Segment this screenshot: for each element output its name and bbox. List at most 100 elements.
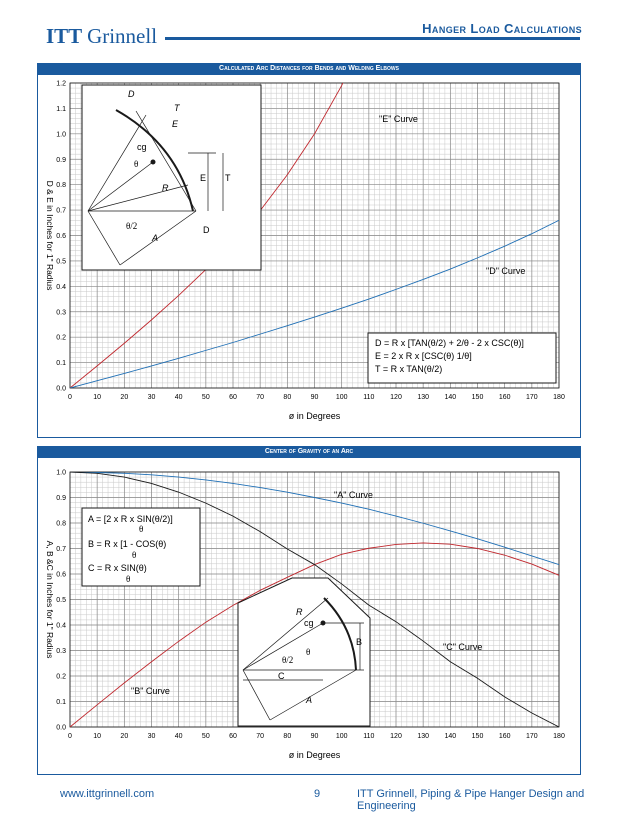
- inset2-label-r: R: [296, 607, 303, 617]
- x-tick-label: 20: [120, 394, 128, 401]
- brand-sub: Grinnell: [87, 24, 158, 48]
- x-tick-label: 60: [229, 394, 237, 401]
- formula-b-denominator: θ: [132, 550, 136, 560]
- inset2-label-a: A: [305, 695, 312, 705]
- formula-a-denominator: θ: [139, 524, 143, 534]
- x-tick-label: 150: [472, 394, 484, 401]
- x-axis-label: ø in Degrees: [289, 411, 341, 421]
- y-tick-label: 0.0: [56, 725, 66, 732]
- x-tick-label: 120: [390, 733, 402, 740]
- inset-radius-r: [87, 184, 189, 212]
- y-tick-label: 0.1: [56, 699, 66, 706]
- inset-tangent: [135, 110, 197, 212]
- inset-label-t-dim: T: [225, 173, 231, 183]
- plot-frame: [69, 471, 560, 728]
- x-tick-label: 170: [526, 394, 538, 401]
- series-group: [70, 472, 559, 727]
- b-curve-label: "B" Curve: [131, 686, 170, 696]
- x-tick-label: 100: [336, 733, 348, 740]
- footer-publication: ITT Grinnell, Piping & Pipe Hanger Desig…: [357, 788, 585, 812]
- x-tick-label: 90: [311, 394, 319, 401]
- header-rule: [165, 37, 580, 40]
- inset-diagram-2: Rcg θ θ/2 B C A: [237, 577, 371, 727]
- inset-radius-top: [87, 114, 147, 212]
- x-tick-label: 170: [526, 733, 538, 740]
- inset-label-half-theta: θ/2: [126, 221, 137, 231]
- inset-radius-cg: [87, 161, 154, 212]
- y-tick-label: 0.9: [56, 157, 66, 164]
- inset2-label-cg: cg: [304, 618, 314, 628]
- y-tick-label: 0.6: [56, 572, 66, 579]
- y-tick-label: 0.4: [56, 284, 66, 291]
- x-tick-label: 0: [68, 394, 72, 401]
- chart2-svg: 0 10 20 30 40 50 60 70 80 90 100 110 120 130 140 150 160…: [45, 470, 565, 761]
- x-tick-label: 0: [68, 733, 72, 740]
- inset2-line-a: [242, 669, 271, 721]
- y-tick-label: 0.6: [56, 233, 66, 240]
- y-tick-label: 0.5: [56, 258, 66, 265]
- x-tick-label: 80: [283, 394, 291, 401]
- x-tick-label: 30: [148, 394, 156, 401]
- x-tick-label: 40: [175, 733, 183, 740]
- series-line: [70, 472, 559, 727]
- y-tick-label: 0.3: [56, 648, 66, 655]
- x-tick-label: 140: [444, 733, 456, 740]
- inset-label-d-dim: D: [203, 225, 210, 235]
- formula-b: B = R x [1 - COS(θ): [88, 539, 166, 549]
- x-tick-label: 10: [93, 394, 101, 401]
- inset-label-e-dim: E: [200, 173, 206, 183]
- inset-line-a2: [119, 210, 197, 266]
- x-tick-label: 20: [120, 733, 128, 740]
- x-tick-label: 70: [256, 733, 264, 740]
- y-tick-label: 1.0: [56, 470, 66, 477]
- inset-label-d: D: [128, 89, 135, 99]
- x-tick-label: 80: [283, 733, 291, 740]
- y-tick-label: 0.0: [56, 386, 66, 393]
- y-tick-label: 0.3: [56, 309, 66, 316]
- x-tick-label: 60: [229, 733, 237, 740]
- series-line: [70, 472, 559, 565]
- x-tick-label: 100: [336, 394, 348, 401]
- inset2-label-theta: θ: [306, 647, 310, 657]
- inset2-label-c: C: [278, 671, 285, 681]
- x-tick-label: 110: [363, 394, 374, 401]
- inset2-line-a2: [269, 669, 357, 721]
- x-tick-label: 160: [499, 394, 511, 401]
- formula-a: A = [2 x R x SIN(θ/2)]: [88, 514, 173, 524]
- inset-frame: [81, 84, 262, 271]
- c-curve-label: "C" Curve: [443, 642, 482, 652]
- x-tick-label: 140: [444, 394, 456, 401]
- series-line: [70, 219, 559, 388]
- chart1-panel: 0 10 20 30 40 50 60 70 80 90 100 110 120 130 140 150 160…: [37, 74, 581, 438]
- y-tick-label: 0.9: [56, 495, 66, 502]
- inset2-arc: [323, 597, 357, 671]
- y-tick-label: 1.2: [56, 81, 66, 88]
- x-tick-label: 40: [175, 394, 183, 401]
- brand-main: ITT: [46, 24, 82, 48]
- x-tick-label: 180: [553, 394, 565, 401]
- e-curve-label: "E" Curve: [379, 114, 418, 124]
- footer-page-number: 9: [314, 788, 321, 800]
- brand-logo: ITT Grinnell: [46, 24, 157, 49]
- inset-frame-2: [237, 577, 371, 727]
- inset2-radius-r: [242, 597, 329, 671]
- x-tick-label: 50: [202, 394, 210, 401]
- y-tick-label: 0.2: [56, 674, 66, 681]
- y-tick-label: 0.8: [56, 521, 66, 528]
- x-tick-label: 30: [148, 733, 156, 740]
- page-title: Hanger Load Calculations: [422, 21, 582, 36]
- y-tick-label: 0.2: [56, 335, 66, 342]
- chart1-title-bar: Calculated Arc Distances for Bends and W…: [37, 63, 581, 74]
- x-tick-label: 160: [499, 733, 511, 740]
- formula-c-denominator: θ: [126, 574, 130, 584]
- inset2-label-b: B: [356, 637, 362, 647]
- y-tick-label: 0.5: [56, 597, 66, 604]
- formula-t: T = R x TAN(θ/2): [375, 364, 442, 374]
- inset-label-r: R: [162, 183, 169, 193]
- y-axis-label: A, B &C in Inches for 1" Radius: [45, 541, 55, 659]
- inset-line-a: [87, 210, 121, 266]
- footer-url[interactable]: www.ittgrinnell.com: [60, 788, 155, 800]
- y-axis-label: D & E in Inches for 1" Radius: [45, 181, 55, 291]
- formula-e: E = 2 x R x [CSC(θ) 1/θ]: [375, 351, 472, 361]
